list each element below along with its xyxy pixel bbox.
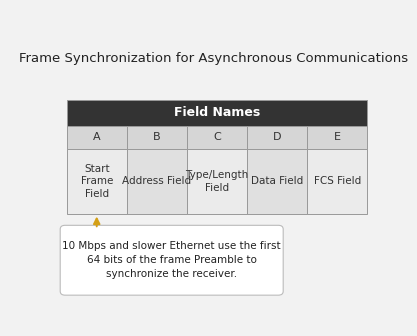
FancyBboxPatch shape bbox=[127, 149, 187, 214]
Text: 10 Mbps and slower Ethernet use the first
64 bits of the frame Preamble to
synch: 10 Mbps and slower Ethernet use the firs… bbox=[63, 241, 281, 279]
FancyBboxPatch shape bbox=[247, 126, 307, 149]
FancyBboxPatch shape bbox=[307, 126, 367, 149]
Text: FCS Field: FCS Field bbox=[314, 176, 361, 186]
Text: Data Field: Data Field bbox=[251, 176, 303, 186]
FancyBboxPatch shape bbox=[67, 126, 127, 149]
Text: Start
Frame
Field: Start Frame Field bbox=[80, 164, 113, 199]
Text: Type/Length
Field: Type/Length Field bbox=[185, 170, 249, 193]
Text: B: B bbox=[153, 132, 161, 142]
Text: A: A bbox=[93, 132, 100, 142]
Text: Frame Synchronization for Asynchronous Communications: Frame Synchronization for Asynchronous C… bbox=[19, 52, 408, 65]
Text: Field Names: Field Names bbox=[174, 106, 260, 119]
Text: C: C bbox=[213, 132, 221, 142]
FancyBboxPatch shape bbox=[187, 149, 247, 214]
FancyBboxPatch shape bbox=[307, 149, 367, 214]
Text: E: E bbox=[334, 132, 341, 142]
FancyBboxPatch shape bbox=[127, 126, 187, 149]
FancyBboxPatch shape bbox=[67, 149, 127, 214]
FancyBboxPatch shape bbox=[60, 225, 283, 295]
FancyBboxPatch shape bbox=[187, 126, 247, 149]
Text: Address Field: Address Field bbox=[122, 176, 191, 186]
FancyBboxPatch shape bbox=[67, 100, 367, 126]
FancyBboxPatch shape bbox=[247, 149, 307, 214]
Text: D: D bbox=[273, 132, 281, 142]
